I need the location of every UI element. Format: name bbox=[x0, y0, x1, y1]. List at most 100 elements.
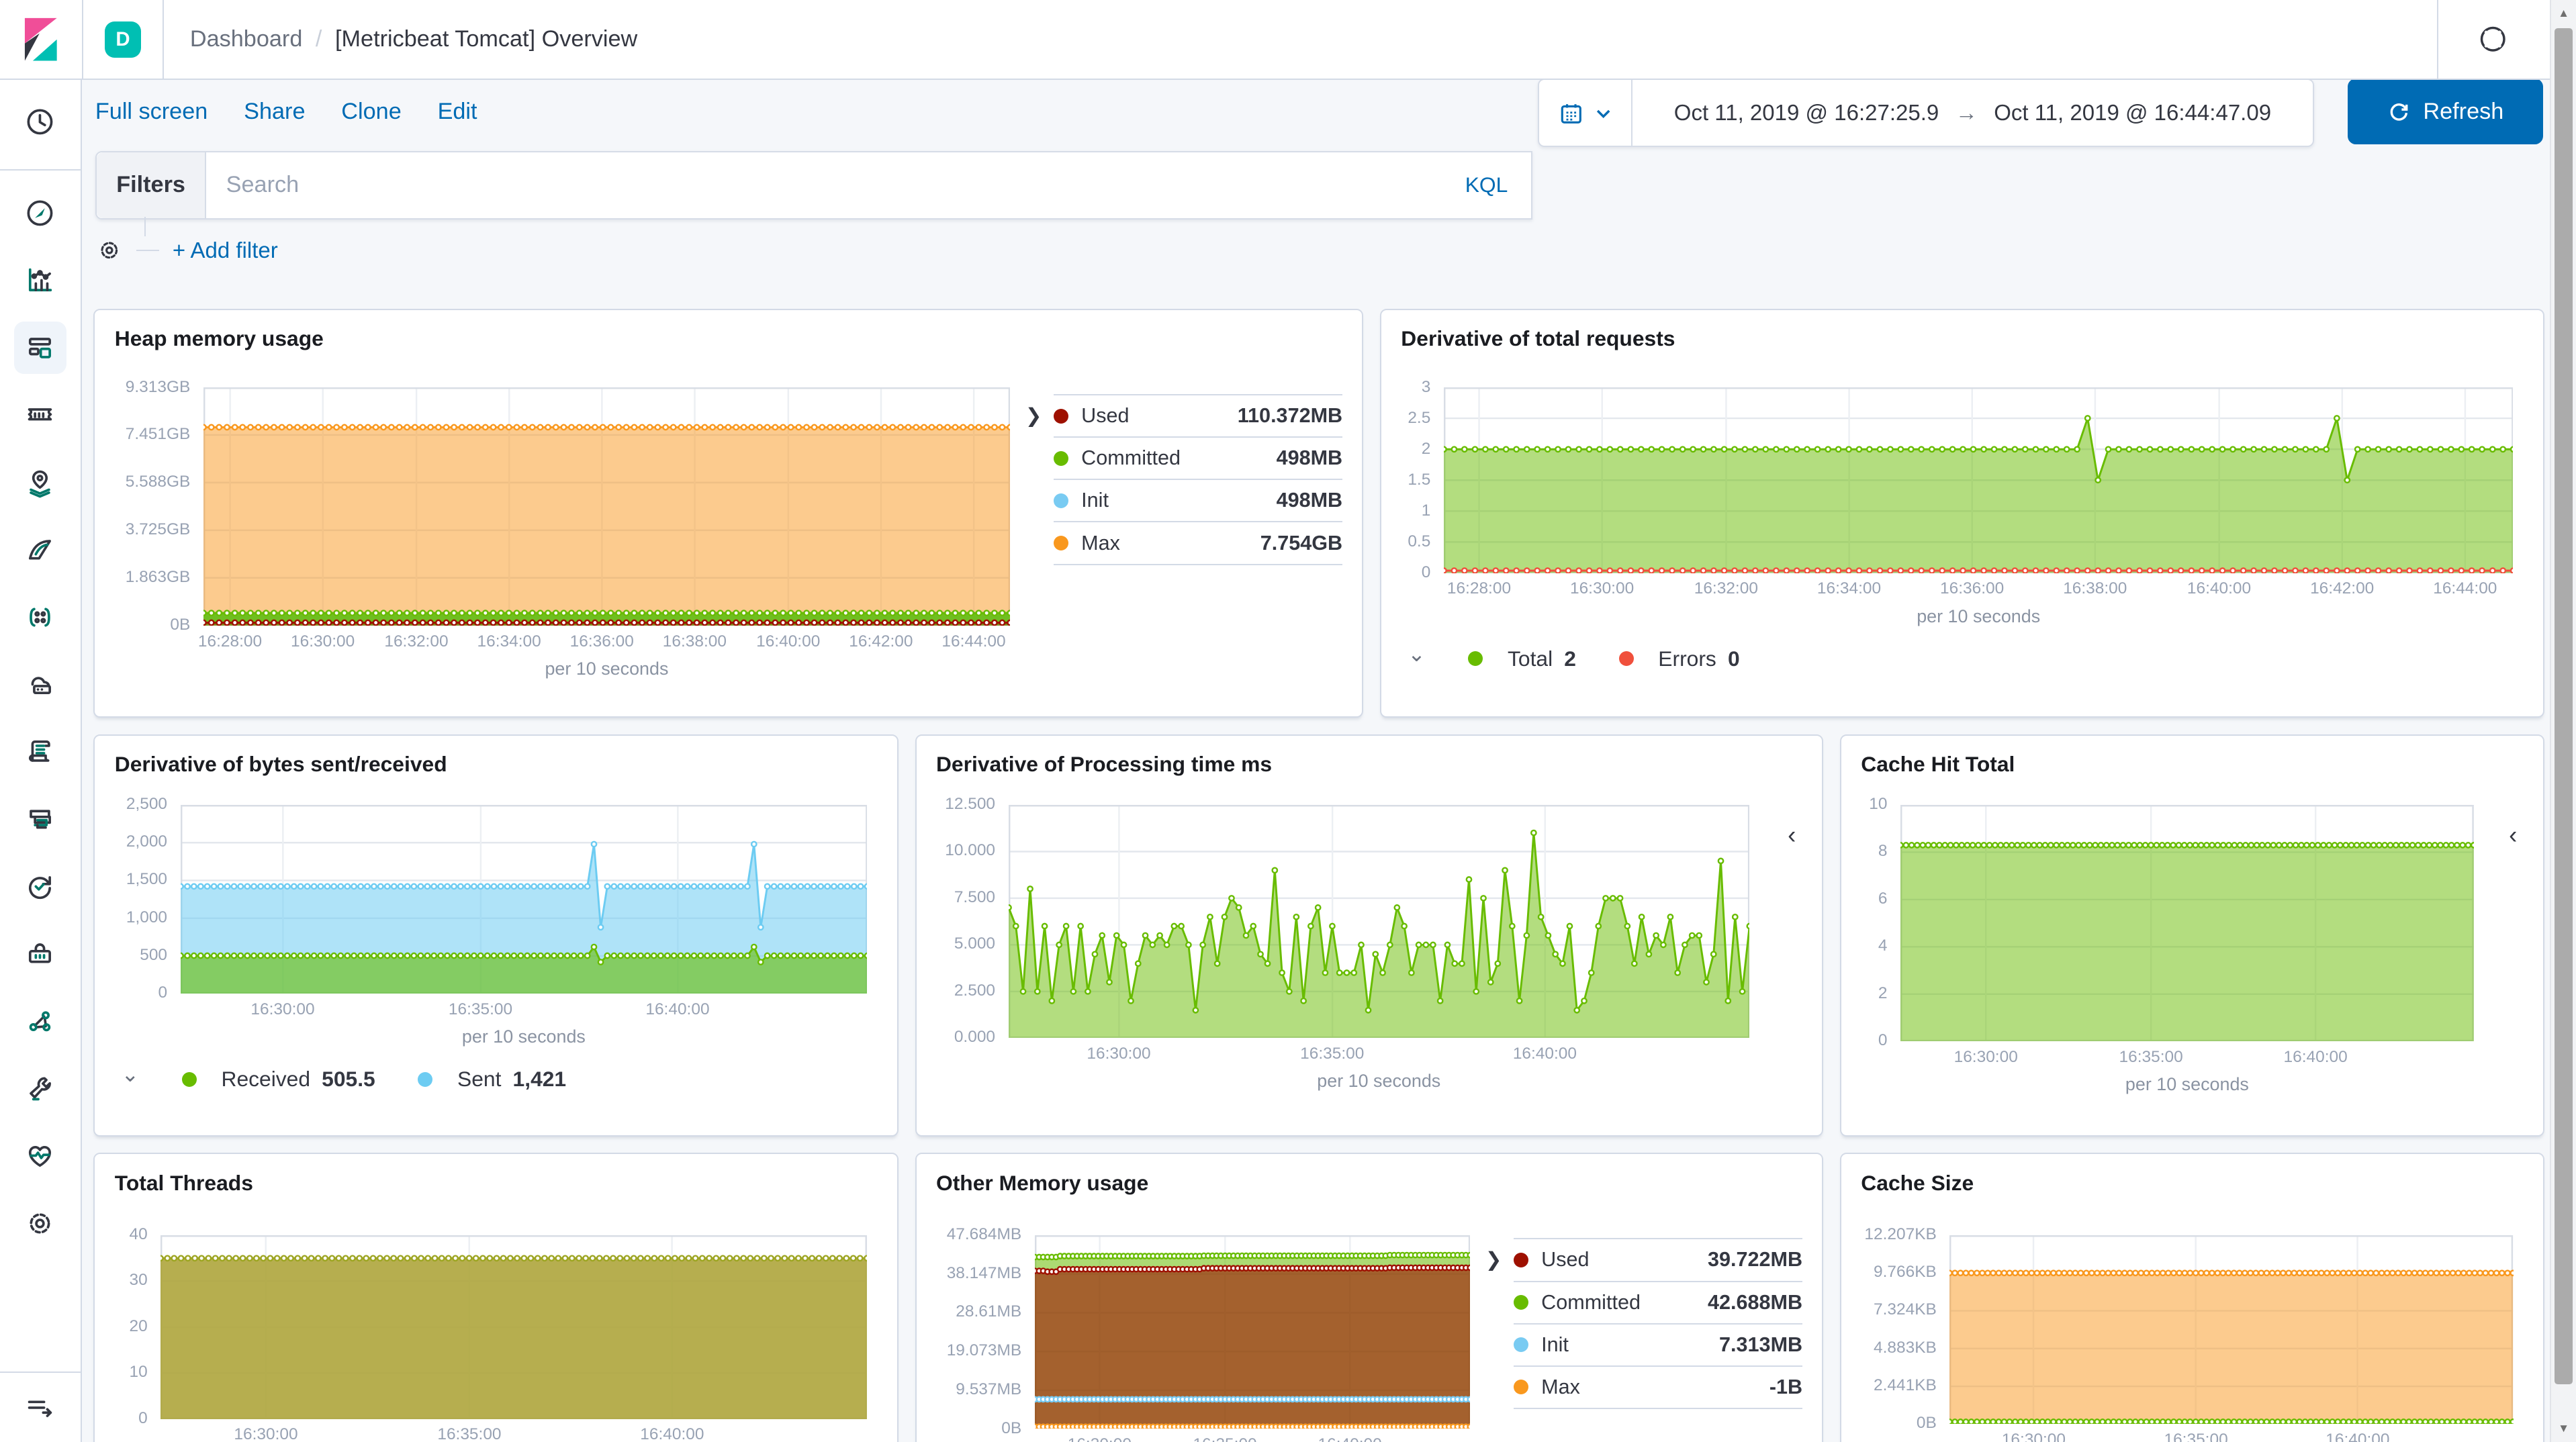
legend-color-dot bbox=[1054, 409, 1068, 424]
heartbeat-icon bbox=[24, 1139, 56, 1172]
y-axis-label: 28.61MB bbox=[936, 1302, 1021, 1321]
refresh-button[interactable]: Refresh bbox=[2348, 79, 2543, 144]
bar-chart-icon bbox=[24, 264, 56, 297]
nav-monitoring[interactable] bbox=[14, 1130, 66, 1182]
y-axis-label: 7.451GB bbox=[115, 425, 191, 444]
filters-button[interactable]: Filters bbox=[97, 152, 206, 218]
y-axis-label: 1 bbox=[1401, 501, 1430, 520]
nav-machine-learning[interactable] bbox=[14, 524, 66, 576]
nav-apm[interactable] bbox=[14, 591, 66, 643]
nav-discover[interactable] bbox=[14, 187, 66, 239]
x-axis-title: per 10 seconds bbox=[1444, 606, 2514, 627]
kql-toggle[interactable]: KQL bbox=[1442, 173, 1530, 197]
legend-row[interactable]: Init498MB bbox=[1054, 480, 1343, 522]
legend-row[interactable]: Used39.722MB bbox=[1514, 1238, 1803, 1282]
y-axis-label: 10 bbox=[115, 1363, 148, 1382]
nav-management[interactable] bbox=[14, 1197, 66, 1249]
x-axis-title: per 10 seconds bbox=[181, 1026, 868, 1047]
filter-controls-row: + Add filter bbox=[95, 236, 278, 265]
nav-dev-tools[interactable] bbox=[14, 1062, 66, 1114]
legend-row[interactable]: Committed42.688MB bbox=[1514, 1282, 1803, 1325]
y-axis-label: 2.441KB bbox=[1861, 1376, 1937, 1395]
nav-siem[interactable] bbox=[14, 928, 66, 980]
scroll-down-arrow[interactable]: ▼ bbox=[2551, 1416, 2576, 1442]
cloud-server-icon bbox=[24, 668, 56, 701]
legend-value: -1B bbox=[1769, 1376, 1802, 1399]
nav-uptime[interactable] bbox=[14, 860, 66, 912]
x-axis-label: 16:35:00 bbox=[414, 1425, 525, 1442]
legend-collapse-icon[interactable]: ‹ bbox=[1788, 821, 1796, 849]
scroll-up-arrow[interactable]: ▲ bbox=[2551, 0, 2576, 26]
panel-title: Derivative of total requests bbox=[1401, 326, 2524, 351]
legend-item[interactable]: Errors0 bbox=[1619, 646, 1740, 671]
quick-select-button[interactable] bbox=[1539, 80, 1632, 146]
legend-row[interactable]: Init7.313MB bbox=[1514, 1325, 1803, 1367]
area-chart-threads: 01020304016:30:0016:35:0016:40:00per 10 … bbox=[115, 1235, 878, 1442]
area-chart-requests: 00.511.522.5316:28:0016:30:0016:32:0016:… bbox=[1401, 387, 2524, 626]
edit-button[interactable]: Edit bbox=[438, 99, 477, 125]
panel-title: Derivative of Processing time ms bbox=[936, 752, 1802, 777]
breadcrumb-section[interactable]: Dashboard bbox=[190, 26, 302, 52]
nav-visualize[interactable] bbox=[14, 254, 66, 307]
nav-logs[interactable] bbox=[14, 726, 66, 778]
y-axis-label: 0 bbox=[115, 983, 167, 1002]
y-axis-label: 10.000 bbox=[936, 841, 995, 860]
panel-title: Total Threads bbox=[115, 1171, 878, 1196]
help-menu-button[interactable] bbox=[2437, 0, 2552, 79]
panel-title: Other Memory usage bbox=[936, 1171, 1802, 1196]
chevron-down-icon[interactable]: ⌄ bbox=[1408, 642, 1426, 667]
date-range-start[interactable]: Oct 11, 2019 @ 16:27:25.9 bbox=[1674, 100, 1939, 126]
legend-collapse-icon[interactable]: ‹ bbox=[2509, 821, 2517, 849]
x-axis-label: 16:30:00 bbox=[1978, 1431, 2089, 1442]
nav-recently-viewed[interactable] bbox=[14, 95, 66, 148]
x-axis-title: per 10 seconds bbox=[203, 659, 1010, 679]
chart-canvas bbox=[1009, 805, 1749, 1038]
legend-item[interactable]: Received505.5 bbox=[182, 1067, 375, 1092]
legend-item[interactable]: Sent1,421 bbox=[418, 1067, 566, 1092]
y-axis-label: 1.863GB bbox=[115, 568, 191, 587]
ticket-icon bbox=[24, 399, 56, 432]
nav-infrastructure[interactable] bbox=[14, 658, 66, 710]
legend-label: Max bbox=[1541, 1376, 1769, 1399]
date-range-end[interactable]: Oct 11, 2019 @ 16:44:47.09 bbox=[1994, 100, 2271, 126]
space-badge[interactable]: D bbox=[105, 21, 141, 58]
space-selector[interactable]: D bbox=[83, 0, 163, 79]
page-scrollbar[interactable]: ▲ ▼ bbox=[2550, 0, 2576, 1442]
add-filter-button[interactable]: + Add filter bbox=[173, 238, 278, 263]
nav-dashboard[interactable] bbox=[14, 322, 66, 374]
x-axis-label: 16:40:00 bbox=[2163, 579, 2274, 598]
calendar-icon bbox=[1557, 99, 1585, 128]
legend-row[interactable]: Max7.754GB bbox=[1054, 522, 1343, 565]
legend-value: 1,421 bbox=[513, 1067, 567, 1092]
panel-title: Derivative of bytes sent/received bbox=[115, 752, 878, 777]
y-axis-label: 0.5 bbox=[1401, 532, 1430, 551]
page-title: [Metricbeat Tomcat] Overview bbox=[335, 26, 637, 52]
collapse-menu-icon[interactable] bbox=[24, 1390, 56, 1423]
chart-legend: ⌄Received505.5Sent1,421 bbox=[122, 1067, 878, 1092]
scrollbar-thumb[interactable] bbox=[2555, 28, 2573, 1385]
legend-color-dot bbox=[1514, 1380, 1528, 1394]
nav-metrics[interactable] bbox=[14, 793, 66, 845]
nav-maps[interactable] bbox=[14, 456, 66, 509]
y-axis-label: 0B bbox=[936, 1419, 1021, 1438]
kibana-logo[interactable] bbox=[0, 0, 83, 79]
chart-canvas bbox=[203, 387, 1010, 626]
search-input[interactable] bbox=[206, 172, 1442, 198]
chevron-down-icon[interactable]: ⌄ bbox=[122, 1062, 140, 1087]
x-axis-label: 16:40:00 bbox=[2260, 1048, 2371, 1067]
chevron-right-icon[interactable]: ❯ bbox=[1481, 1238, 1507, 1442]
refresh-label: Refresh bbox=[2423, 99, 2503, 125]
legend-item[interactable]: Total2 bbox=[1468, 646, 1576, 671]
legend-row[interactable]: Used110.372MB bbox=[1054, 394, 1343, 438]
filter-settings-gear-icon[interactable] bbox=[95, 236, 124, 265]
y-axis-label: 3 bbox=[1401, 378, 1430, 397]
clone-button[interactable]: Clone bbox=[341, 99, 401, 125]
nav-graph[interactable] bbox=[14, 995, 66, 1047]
y-axis-label: 1.5 bbox=[1401, 471, 1430, 489]
share-button[interactable]: Share bbox=[244, 99, 305, 125]
nav-canvas[interactable] bbox=[14, 389, 66, 441]
legend-row[interactable]: Max-1B bbox=[1514, 1367, 1803, 1409]
full-screen-button[interactable]: Full screen bbox=[95, 99, 208, 125]
legend-row[interactable]: Committed498MB bbox=[1054, 438, 1343, 480]
y-axis-label: 10 bbox=[1861, 795, 1887, 814]
